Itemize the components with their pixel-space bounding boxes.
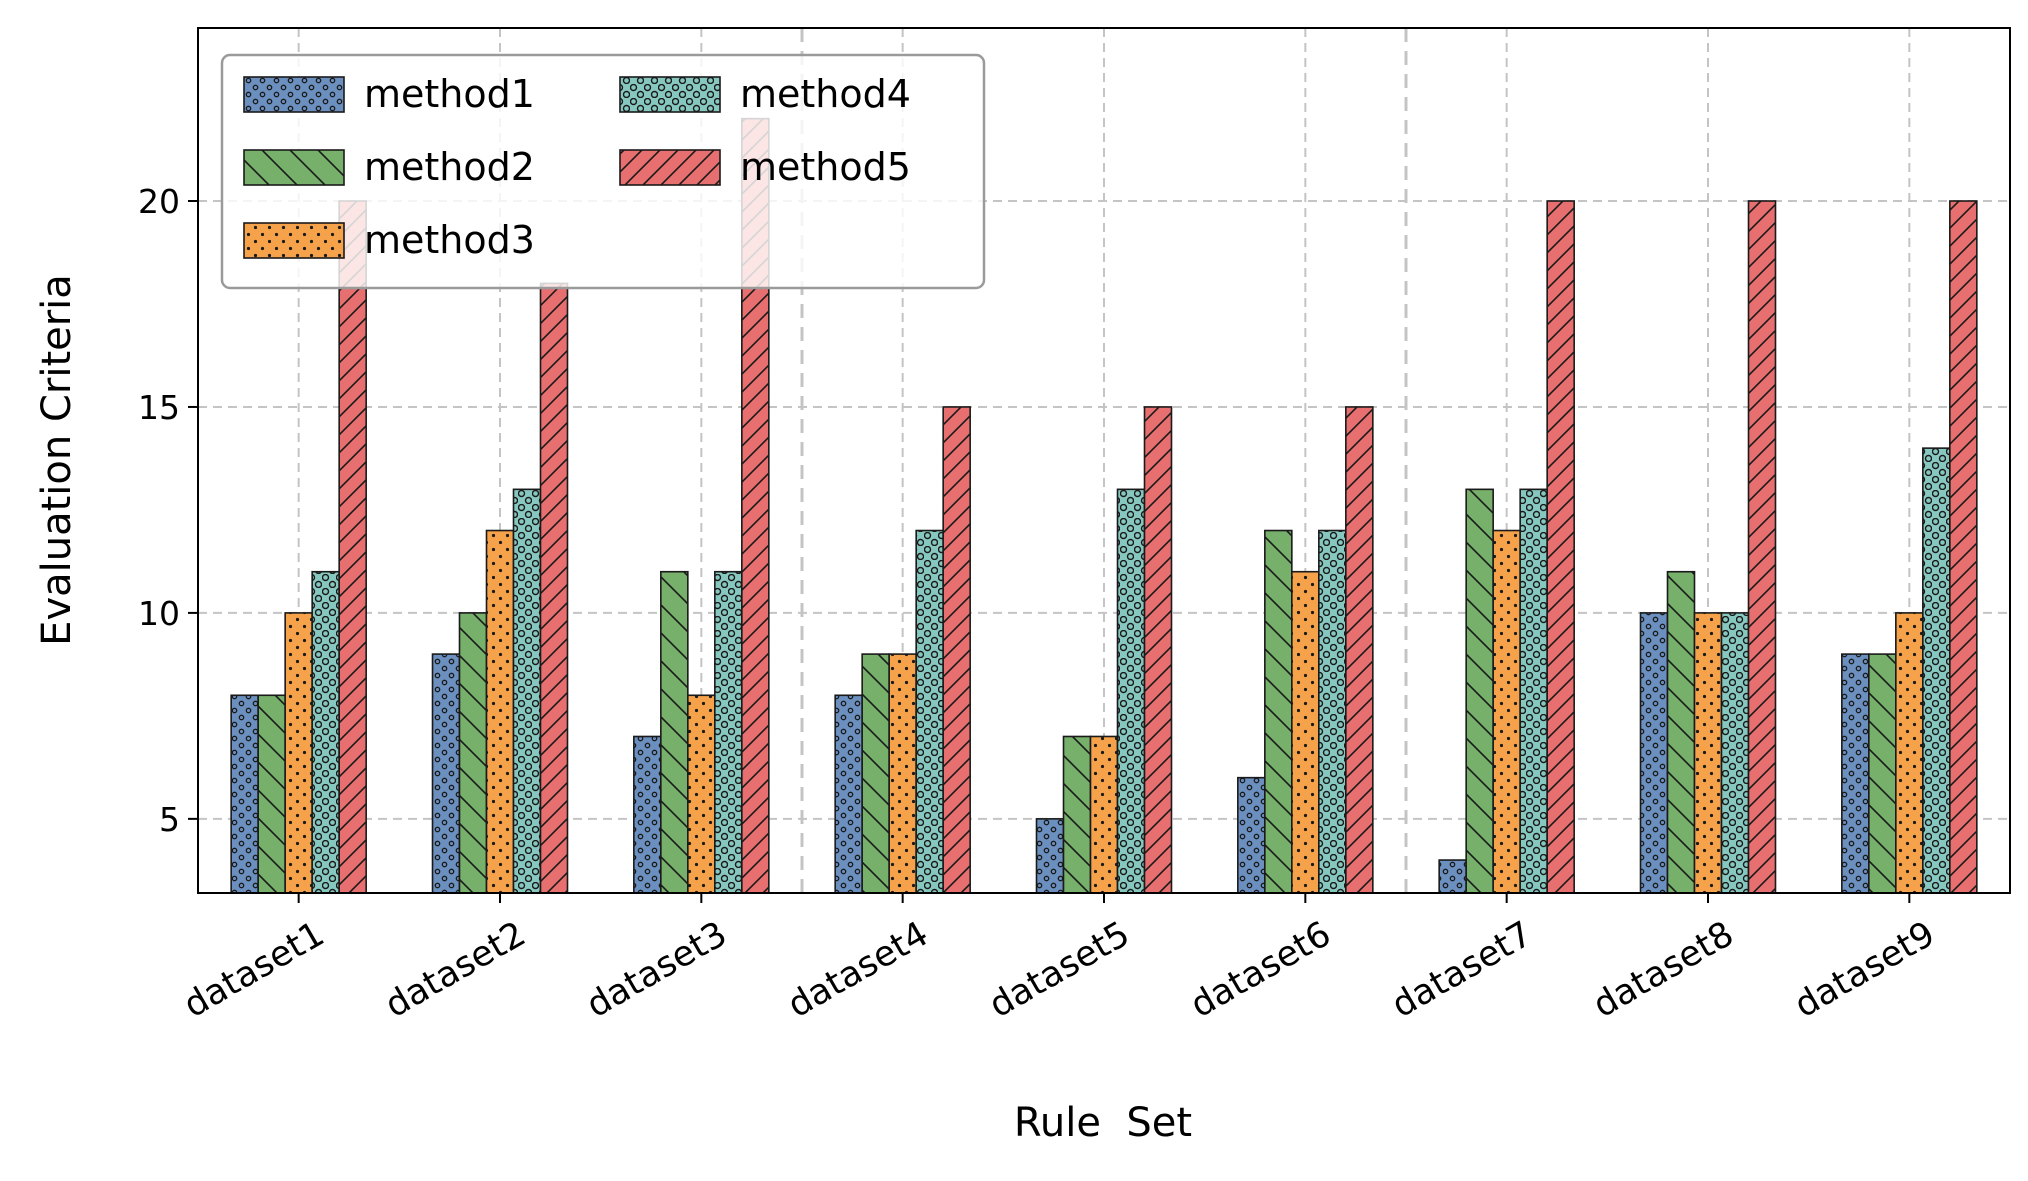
bar-method1-dataset5 [1035,818,1065,894]
bars [230,117,1978,894]
legend-item-method2: method2 [243,145,535,189]
x-tick-label: dataset1 [177,914,331,1026]
bar-method3-dataset5 [1089,735,1119,894]
bar-method5-dataset7 [1546,200,1575,894]
bar-method2-dataset2 [458,612,488,894]
y-tick-label: 10 [138,594,180,633]
bar-group-dataset9 [1841,200,1978,894]
bar-method1-dataset4 [834,694,863,894]
bar-group-dataset2 [431,282,569,894]
bar-method3-dataset9 [1895,612,1924,894]
x-axis-label: Rule Set [1014,1100,1192,1146]
x-tick-label: dataset7 [1385,914,1539,1026]
legend-swatch [243,76,345,113]
legend-swatch [243,149,345,186]
bar-method1-dataset8 [1639,612,1669,894]
bar-group-dataset8 [1639,200,1777,894]
bar-method2-dataset6 [1264,529,1293,894]
bar-method5-dataset8 [1747,200,1777,894]
bar-method2-dataset1 [257,694,286,894]
bar-method1-dataset1 [230,694,259,894]
bar-method4-dataset8 [1720,612,1750,894]
x-tick-label: dataset5 [983,914,1137,1026]
bar-method5-dataset1 [338,200,367,894]
bar-method5-dataset4 [942,406,971,894]
bar-method3-dataset7 [1492,529,1521,894]
legend-box [220,53,986,290]
bar-method2-dataset9 [1868,653,1897,894]
bar-method1-dataset7 [1438,859,1467,894]
bar-method5-dataset6 [1345,406,1374,894]
bar-method5-dataset2 [539,282,569,894]
x-tick-label: dataset6 [1184,914,1338,1026]
legend-label: method2 [364,145,535,189]
bar-method4-dataset6 [1318,529,1347,894]
bar-method5-dataset5 [1143,406,1173,894]
legend: method1 method2 method3 method4 method5 [220,53,986,290]
bar-method3-dataset1 [284,612,313,894]
x-tick-label: dataset4 [781,914,935,1026]
bar-method3-dataset8 [1693,612,1723,894]
bar-method1-dataset2 [431,653,461,894]
bar-method4-dataset2 [512,488,542,894]
x-tick-label: dataset3 [580,914,734,1026]
legend-item-method5: method5 [619,145,911,189]
bar-group-dataset5 [1035,406,1173,894]
bar-method2-dataset5 [1062,735,1092,894]
legend-item-method3: method3 [243,218,535,262]
legend-swatch [619,76,721,113]
bar-method4-dataset5 [1116,488,1146,894]
bar-method1-dataset9 [1841,653,1870,894]
legend-item-method4: method4 [619,72,911,116]
x-tick-label: dataset2 [379,914,533,1026]
legend-swatch [243,222,345,259]
bar-method2-dataset8 [1666,570,1696,894]
bar-method4-dataset3 [714,570,743,894]
bar-method1-dataset6 [1237,776,1266,894]
bar-method4-dataset9 [1922,447,1951,894]
x-tick-label: dataset8 [1587,914,1741,1026]
legend-label: method1 [364,72,535,116]
bar-method3-dataset2 [485,529,515,894]
y-tick-label: 5 [159,800,180,839]
bar-method2-dataset7 [1465,488,1494,894]
bar-method1-dataset3 [633,735,662,894]
x-tick-label: dataset9 [1788,914,1942,1026]
bar-method3-dataset6 [1291,570,1320,894]
bar-method5-dataset9 [1949,200,1978,894]
bar-method4-dataset1 [311,570,340,894]
bar-method2-dataset4 [861,653,890,894]
legend-swatch [619,149,721,186]
y-tick-label: 20 [138,182,180,221]
bar-group-dataset6 [1237,406,1374,894]
y-tick-label: 15 [138,388,180,427]
legend-label: method4 [740,72,911,116]
bar-method4-dataset7 [1519,488,1548,894]
bar-method2-dataset3 [660,570,689,894]
y-axis-label: Evaluation Criteria [34,274,80,646]
legend-item-method1: method1 [243,72,535,116]
legend-label: method5 [740,145,911,189]
bar-method4-dataset4 [915,529,944,894]
bar-method3-dataset4 [888,653,917,894]
bar-method3-dataset3 [687,694,716,894]
legend-label: method3 [364,218,535,262]
